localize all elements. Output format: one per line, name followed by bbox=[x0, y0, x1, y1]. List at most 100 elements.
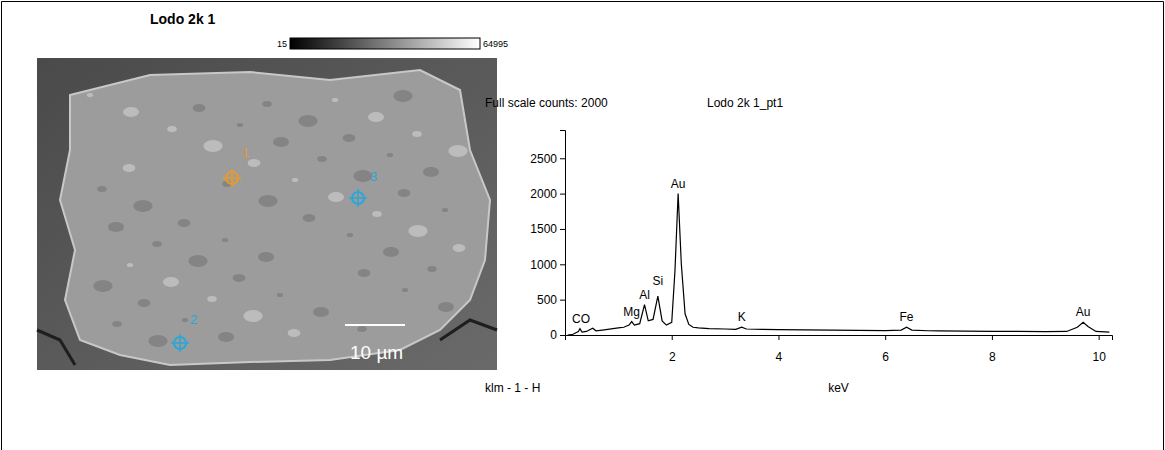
x-tick-mark bbox=[992, 335, 993, 340]
texture bbox=[357, 326, 367, 332]
texture bbox=[288, 329, 301, 337]
texture bbox=[412, 131, 422, 137]
plot-area bbox=[568, 194, 1110, 335]
texture bbox=[248, 159, 261, 167]
x-tick-label: 4 bbox=[776, 350, 783, 364]
texture bbox=[317, 156, 327, 162]
texture bbox=[97, 186, 107, 192]
texture bbox=[182, 318, 188, 322]
texture bbox=[243, 310, 262, 322]
title: Lodo 2k 1_pt1 bbox=[707, 96, 783, 110]
texture bbox=[398, 189, 411, 197]
x-tick-label: 8 bbox=[989, 350, 996, 364]
texture bbox=[123, 107, 139, 117]
texture bbox=[133, 200, 152, 212]
y-tick: 500 bbox=[537, 293, 565, 307]
micrograph: 1 2 3 10 µm bbox=[37, 58, 497, 370]
texture bbox=[383, 247, 399, 257]
frame bbox=[2, 2, 1164, 450]
peak-label: Mg bbox=[623, 305, 640, 319]
texture bbox=[277, 293, 283, 297]
annotations: COMgAlSiAuKFeAu bbox=[572, 177, 1091, 326]
x-tick: 10 bbox=[1092, 335, 1106, 364]
texture bbox=[408, 225, 427, 237]
x-tick-mark bbox=[885, 335, 886, 340]
analysis-point: 2 bbox=[171, 312, 197, 352]
y-tick-mark bbox=[560, 229, 565, 230]
point-crosshair bbox=[223, 169, 241, 187]
y-tick-label: 1500 bbox=[530, 222, 557, 236]
texture bbox=[178, 219, 191, 227]
point-label: 2 bbox=[190, 312, 197, 327]
y-tick: 1000 bbox=[530, 258, 565, 272]
x-axis: 246810 bbox=[566, 335, 1113, 364]
texture bbox=[218, 332, 234, 342]
y-tick-mark bbox=[560, 335, 565, 336]
texture bbox=[387, 153, 393, 157]
y-tick-label: 0 bbox=[550, 328, 557, 342]
micrograph-background bbox=[37, 58, 497, 370]
y-tick-mark bbox=[560, 194, 565, 195]
subtitle: Full scale counts: 2000 bbox=[485, 96, 608, 110]
point-crosshair bbox=[349, 189, 367, 207]
y-tick: 0 bbox=[550, 328, 565, 342]
figure: Lodo 2k 1156499512310 µmFull scale count… bbox=[0, 0, 1165, 450]
texture bbox=[332, 98, 338, 102]
y-tick-mark bbox=[560, 300, 565, 301]
texture bbox=[148, 335, 167, 347]
texture bbox=[222, 238, 228, 242]
spectrum bbox=[568, 194, 1110, 335]
peak-label: Au bbox=[1076, 305, 1091, 319]
texture bbox=[258, 195, 277, 207]
peak-label: Si bbox=[653, 274, 664, 288]
peak-label: Au bbox=[671, 177, 686, 191]
texture bbox=[123, 164, 136, 172]
y-tick: 1500 bbox=[530, 222, 565, 236]
texture bbox=[262, 101, 272, 107]
y-tick-mark bbox=[560, 158, 565, 159]
texture bbox=[167, 126, 177, 132]
caption: klm - 1 - H bbox=[485, 381, 540, 395]
x-tick: 8 bbox=[989, 335, 996, 364]
x-tick-label: 10 bbox=[1092, 350, 1106, 364]
texture bbox=[87, 93, 93, 97]
x-axis-line bbox=[566, 336, 1113, 341]
x-tick: 2 bbox=[669, 335, 676, 364]
x-axis-title: keV bbox=[828, 381, 849, 395]
point-label: 3 bbox=[370, 169, 377, 184]
y-tick-label: 500 bbox=[537, 293, 557, 307]
texture bbox=[203, 140, 222, 152]
texture bbox=[358, 269, 371, 277]
texture bbox=[438, 302, 454, 312]
texture bbox=[448, 145, 467, 157]
x-tick-label: 2 bbox=[669, 350, 676, 364]
texture bbox=[138, 299, 151, 307]
texture bbox=[313, 307, 329, 317]
x-tick-mark bbox=[1099, 335, 1100, 340]
analysis-point: 1 bbox=[223, 145, 249, 187]
texture bbox=[112, 321, 122, 327]
scale-bar-label: 10 µm bbox=[350, 342, 403, 363]
texture bbox=[328, 192, 344, 202]
texture bbox=[402, 288, 408, 292]
y-tick-label: 2000 bbox=[530, 187, 557, 201]
texture bbox=[427, 266, 437, 272]
scale-bar bbox=[345, 324, 405, 326]
colorbar bbox=[290, 38, 480, 49]
texture bbox=[273, 137, 289, 147]
texture bbox=[127, 263, 133, 267]
texture bbox=[207, 296, 217, 302]
texture bbox=[108, 222, 124, 232]
x-tick-mark bbox=[672, 335, 673, 340]
texture bbox=[188, 255, 207, 267]
texture bbox=[303, 214, 316, 222]
texture bbox=[423, 167, 439, 177]
texture bbox=[152, 241, 162, 247]
y-tick-label: 1000 bbox=[530, 258, 557, 272]
texture bbox=[393, 90, 412, 102]
micrograph-title: Lodo 2k 1 bbox=[150, 11, 216, 27]
texture bbox=[368, 112, 384, 122]
texture bbox=[292, 178, 298, 182]
x-tick: 4 bbox=[776, 335, 783, 364]
texture bbox=[258, 252, 274, 262]
